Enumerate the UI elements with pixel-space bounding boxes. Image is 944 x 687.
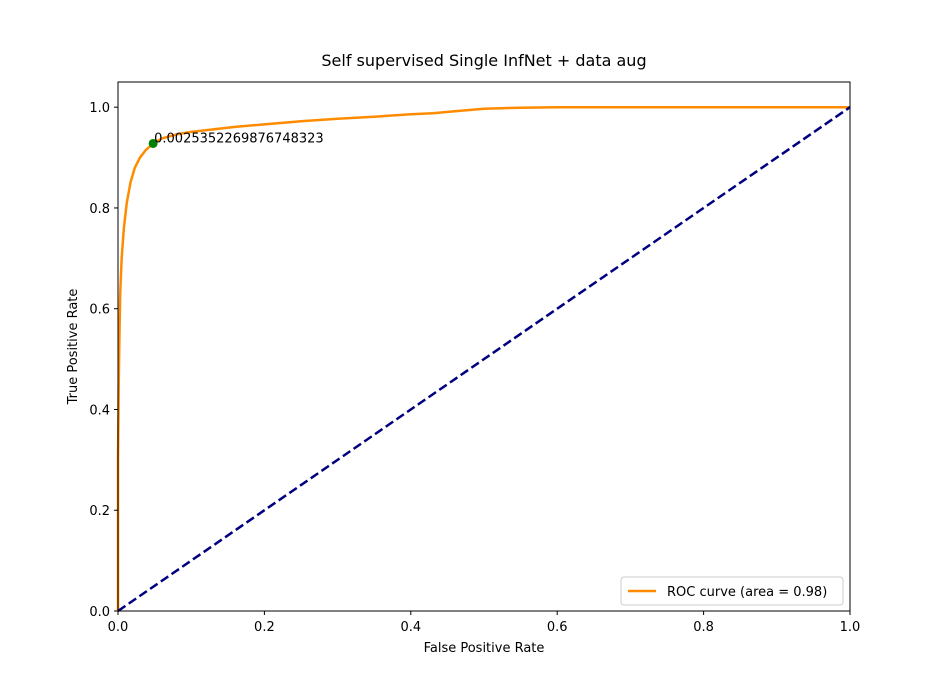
y-tick-label: 0.4 xyxy=(89,403,110,418)
chance-diagonal-line xyxy=(117,106,851,613)
x-tick-label: 0.6 xyxy=(547,620,568,635)
x-tick-label: 0.2 xyxy=(254,620,275,635)
chart-title: Self supervised Single InfNet + data aug xyxy=(321,51,646,70)
legend: ROC curve (area = 0.98) xyxy=(620,576,844,606)
y-tick-label: 0.0 xyxy=(89,605,110,620)
y-tick-label: 0.6 xyxy=(89,303,110,318)
y-axis: 0.0 0.2 0.4 0.6 0.8 1.0 xyxy=(89,101,118,620)
x-tick-label: 0.8 xyxy=(693,620,714,635)
x-tick-label: 1.0 xyxy=(840,620,861,635)
threshold-marker-point xyxy=(148,138,158,148)
legend-label-roc: ROC curve (area = 0.98) xyxy=(667,585,827,600)
x-tick-label: 0.0 xyxy=(108,620,129,635)
y-tick-label: 0.8 xyxy=(89,202,110,217)
plot-area: 0.0025352269876748323 xyxy=(116,105,851,613)
x-axis-label: False Positive Rate xyxy=(424,641,545,656)
threshold-marker-label: 0.0025352269876748323 xyxy=(154,131,324,146)
legend-box xyxy=(620,576,844,606)
y-axis-label: True Positive Rate xyxy=(66,289,81,406)
axes-frame xyxy=(117,81,851,612)
roc-curve-line xyxy=(116,105,850,611)
y-tick-label: 0.2 xyxy=(89,504,110,519)
x-tick-label: 0.4 xyxy=(400,620,421,635)
x-axis: 0.0 0.2 0.4 0.6 0.8 1.0 xyxy=(108,611,861,635)
y-tick-label: 1.0 xyxy=(89,101,110,116)
